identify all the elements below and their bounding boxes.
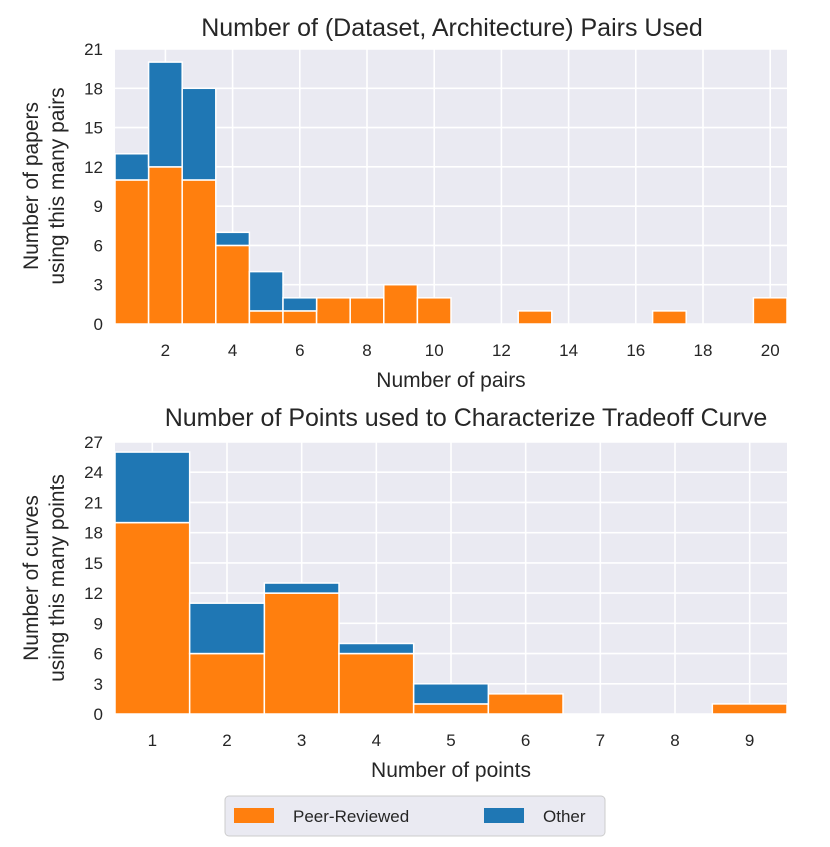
legend-swatch-peer-reviewed: [234, 808, 274, 823]
y-axis-label-line-1: Number of papers: [20, 102, 43, 270]
bar-peer-reviewed: [188, 652, 266, 715]
y-tick-label: 0: [94, 315, 103, 334]
chart-title: Number of (Dataset, Architecture) Pairs …: [201, 14, 703, 42]
chart-pairs: Number of (Dataset, Architecture) Pairs …: [20, 14, 788, 392]
x-tick-label: 2: [222, 731, 231, 750]
legend: Peer-Reviewed Other: [224, 795, 606, 837]
bar-peer-reviewed: [651, 310, 687, 325]
legend-swatch-other: [484, 808, 524, 823]
y-tick-label: 9: [94, 614, 103, 633]
x-tick-label: 1: [148, 731, 157, 750]
x-tick-label: 8: [362, 341, 371, 360]
y-axis-label-line-2: using this many points: [46, 474, 69, 682]
chart-points: Number of Points used to Characterize Tr…: [20, 404, 788, 782]
bar-other: [188, 602, 266, 655]
legend-label-peer-reviewed: Peer-Reviewed: [293, 807, 409, 826]
x-tick-label: 4: [228, 341, 237, 360]
legend-frame: [224, 795, 606, 837]
bar-peer-reviewed: [338, 652, 415, 715]
bar-peer-reviewed: [487, 693, 564, 715]
x-axis-label: Number of pairs: [376, 369, 525, 392]
y-tick-label: 18: [84, 79, 103, 98]
bar-other: [147, 61, 183, 168]
y-tick-label: 18: [84, 524, 103, 543]
y-axis-label-line-1: Number of curves: [20, 495, 43, 661]
legend-label-other: Other: [543, 807, 586, 826]
bar-peer-reviewed: [147, 166, 183, 325]
y-tick-labels: 0 3 6 9 12 15 18 21 24 27: [84, 433, 103, 724]
bar-other: [181, 87, 217, 181]
bars: [114, 61, 788, 325]
y-tick-label: 27: [84, 433, 103, 452]
x-tick-label: 4: [372, 731, 381, 750]
y-tick-label: 9: [94, 197, 103, 216]
x-tick-labels: 2 4 6 8 10 12 14 16 18 20: [161, 341, 780, 360]
bar-other: [114, 451, 191, 524]
chart-title: Number of Points used to Characterize Tr…: [165, 404, 768, 432]
bar-peer-reviewed: [349, 297, 385, 325]
bar-peer-reviewed: [114, 521, 191, 715]
bar-peer-reviewed: [752, 297, 788, 325]
bar-other: [282, 297, 318, 312]
y-tick-label: 6: [94, 645, 103, 664]
bar-other: [215, 231, 251, 247]
x-tick-label: 20: [761, 341, 780, 360]
y-tick-label: 6: [94, 236, 103, 255]
y-axis-label-line-2: using this many pairs: [46, 87, 69, 284]
x-tick-label: 16: [626, 341, 645, 360]
y-tick-label: 0: [94, 705, 103, 724]
bar-peer-reviewed: [383, 283, 419, 325]
x-tick-label: 5: [446, 731, 455, 750]
x-tick-label: 3: [297, 731, 306, 750]
x-tick-label: 6: [295, 341, 304, 360]
bar-other: [263, 582, 340, 594]
bar-peer-reviewed: [114, 179, 150, 325]
y-tick-label: 21: [84, 493, 103, 512]
bar-peer-reviewed: [416, 297, 452, 325]
y-tick-label: 3: [94, 675, 103, 694]
bar-peer-reviewed: [282, 310, 318, 325]
x-tick-label: 14: [559, 341, 578, 360]
y-tick-label: 21: [84, 40, 103, 59]
x-axis-label: Number of points: [371, 759, 531, 782]
y-tick-label: 12: [84, 158, 103, 177]
bar-peer-reviewed: [181, 179, 217, 325]
x-tick-label: 6: [521, 731, 530, 750]
y-tick-label: 24: [84, 463, 103, 482]
x-tick-label: 7: [596, 731, 605, 750]
y-tick-label: 3: [94, 276, 103, 295]
x-tick-label: 8: [670, 731, 679, 750]
x-tick-label: 12: [492, 341, 511, 360]
bar-other: [412, 683, 490, 705]
bar-peer-reviewed: [215, 244, 251, 325]
bar-peer-reviewed: [711, 703, 788, 715]
x-tick-labels: 1 2 3 4 5 6 7 8 9: [148, 731, 755, 750]
bar-peer-reviewed: [517, 310, 553, 325]
bars: [114, 451, 788, 715]
y-tick-label: 15: [84, 554, 103, 573]
x-tick-label: 9: [745, 731, 754, 750]
bar-other: [114, 153, 150, 181]
x-tick-label: 10: [425, 341, 444, 360]
bar-peer-reviewed: [315, 297, 351, 325]
bar-peer-reviewed: [263, 592, 340, 715]
bar-other: [248, 270, 284, 312]
y-tick-labels: 0 3 6 9 12 15 18 21: [84, 40, 103, 334]
bar-peer-reviewed: [248, 310, 284, 325]
bar-peer-reviewed: [412, 703, 490, 715]
y-tick-label: 12: [84, 584, 103, 603]
bar-other: [338, 642, 415, 655]
x-tick-label: 18: [694, 341, 713, 360]
y-tick-label: 15: [84, 119, 103, 138]
x-tick-label: 2: [161, 341, 170, 360]
